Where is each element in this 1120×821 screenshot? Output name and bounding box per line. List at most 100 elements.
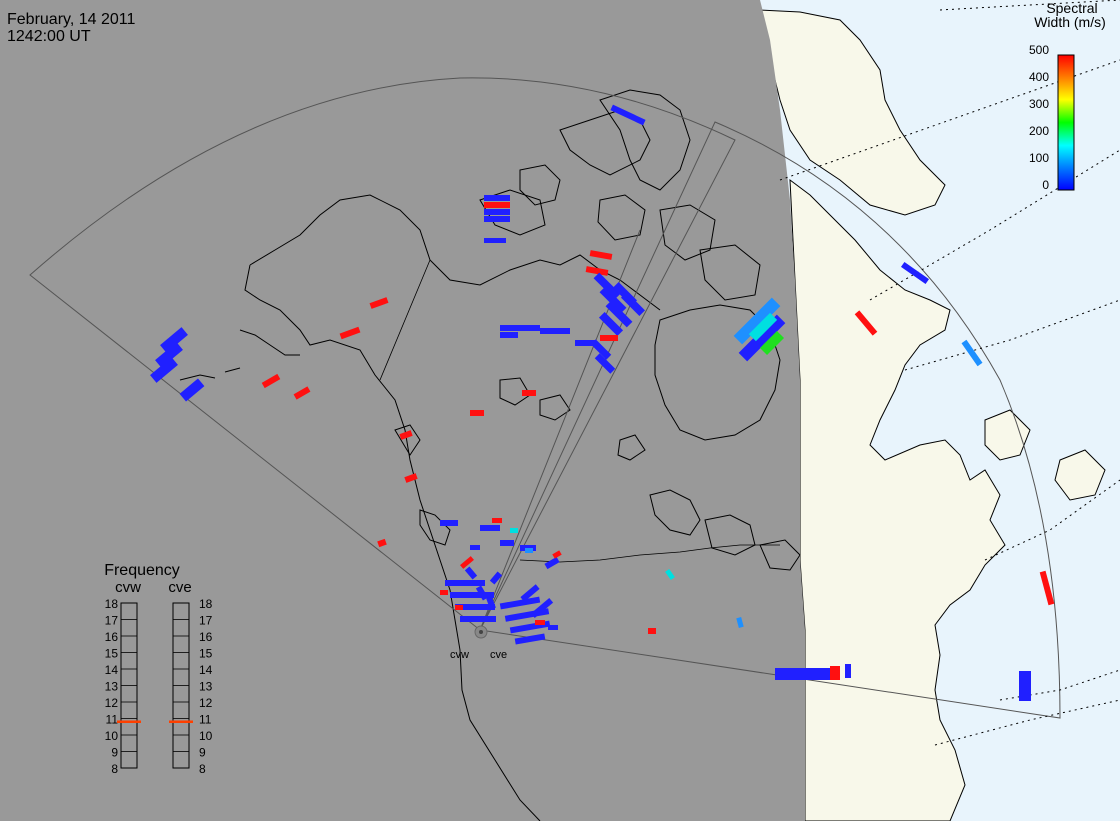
spectral-width-cell [500, 325, 540, 331]
frequency-tick-label: 10 [105, 729, 119, 743]
spectral-width-cell [590, 339, 612, 360]
spectral-width-cell [738, 314, 786, 362]
frequency-tick-label: 9 [111, 746, 118, 760]
spectral-width-cell [775, 668, 835, 680]
colorbar-tick-label: 400 [1029, 70, 1049, 84]
spectral-width-cell [484, 209, 510, 215]
frequency-title: Frequency [104, 562, 180, 579]
spectral-width-cell [589, 250, 613, 260]
coastlines [179, 89, 801, 821]
spectral-width-cell [500, 540, 514, 546]
spectral-width-cell [548, 625, 558, 630]
frequency-tick-label: 13 [199, 680, 213, 694]
spectral-width-cell [620, 291, 646, 317]
spectral-width-cell [522, 390, 536, 396]
frequency-tick-label: 17 [199, 614, 213, 628]
frequency-label-cvw: cvw [115, 579, 141, 596]
spectral-width-cell [520, 584, 540, 602]
frequency-tick-label: 15 [105, 647, 119, 661]
spectral-width-cell [470, 410, 484, 416]
spectral-width-cell [470, 545, 480, 550]
spectral-width-cell [961, 339, 983, 367]
fov-cvw [29, 77, 736, 631]
spectral-width-cell [440, 520, 458, 526]
spectral-width-cell [455, 605, 463, 610]
spectral-width-cell [150, 357, 178, 383]
spectral-width-cell [489, 571, 503, 585]
fov-cve [479, 121, 1061, 719]
spectral-width-cell [339, 326, 361, 340]
frequency-tick-label: 14 [105, 663, 119, 677]
spectral-width-cell [594, 353, 616, 374]
grid-lines [779, 0, 1120, 746]
spectral-width-cell [484, 195, 510, 201]
spectral-width-cell [445, 580, 485, 586]
spectral-width-cell [510, 528, 518, 533]
frequency-tick-label: 12 [199, 696, 213, 710]
spectral-width-cell [475, 585, 489, 601]
spectral-width-cell [460, 556, 474, 569]
frequency-tick-label: 10 [199, 729, 213, 743]
spectral-width-cell [830, 666, 840, 680]
colorbar-tick-label: 500 [1029, 43, 1049, 57]
spectral-width-cell [369, 297, 389, 309]
spectral-width-cell [525, 548, 533, 553]
night-region [0, 0, 805, 821]
spectral-width-cell [293, 386, 311, 400]
spectral-width-cell [599, 286, 627, 314]
frequency-tick-label: 15 [199, 647, 213, 661]
spectral-width-cell [598, 311, 624, 337]
spectral-width-cell [665, 568, 675, 581]
spectral-width-cells [150, 104, 1055, 701]
spectral-width-cell [535, 620, 545, 625]
spectral-width-cell [160, 327, 188, 353]
colorbar-title-line1: Spectral [1046, 0, 1097, 16]
spectral-width-cell [261, 373, 281, 389]
colorbar-tick-label: 0 [1042, 178, 1049, 192]
spectral-width-cell [845, 664, 851, 678]
frequency-bars: 18 17 16 15 14 13 12 11 10 9 8 18 17 16 15 14 13 12 11 10 9 8 [105, 597, 213, 776]
spectral-width-cell [404, 473, 418, 483]
spectral-width-cell [593, 272, 621, 300]
spectral-width-cell [486, 596, 496, 610]
spectral-width-cell [460, 616, 496, 622]
spectral-width-cell [854, 310, 878, 336]
radar-site-center [479, 630, 483, 634]
frequency-tick-label: 8 [199, 762, 206, 776]
frequency-tick-label: 17 [105, 614, 119, 628]
spectral-width-cell [455, 604, 495, 610]
frequency-tick-label: 16 [105, 630, 119, 644]
spectral-width-cell [1019, 671, 1031, 701]
spectral-width-cell [499, 596, 541, 610]
spectral-width-cell [748, 312, 778, 342]
spectral-width-cell [648, 628, 656, 634]
spectral-width-cell [585, 266, 609, 276]
frequency-tick-label: 14 [199, 663, 213, 677]
spectral-width-cell [179, 378, 205, 402]
frequency-tick-label: 9 [199, 746, 206, 760]
spectral-width-cell [377, 538, 387, 548]
spectral-width-cell [733, 297, 781, 345]
spectral-width-cell [759, 330, 785, 356]
colorbar-tick-label: 100 [1029, 151, 1049, 165]
frequency-tick-label: 12 [105, 696, 119, 710]
colorbar-gradient [1057, 54, 1075, 191]
boundaries [379, 259, 780, 563]
spectral-width-cell [514, 633, 546, 645]
spectral-width-cell [736, 617, 744, 628]
date-label: February, 14 2011 [7, 11, 135, 28]
frequency-tick-label: 11 [199, 713, 212, 727]
frequency-tick-label: 18 [105, 597, 119, 611]
spectral-width-cell [484, 202, 510, 208]
time-label: 1242:00 UT [7, 28, 91, 45]
spectral-width-cell [464, 566, 478, 580]
frequency-panel: Frequency cvw cve 1817161514131211109818… [104, 562, 212, 776]
colorbar-tick-label: 300 [1029, 97, 1049, 111]
spectral-width-cell [530, 597, 554, 619]
spectral-width-cell [1039, 570, 1055, 606]
spectral-width-cell [552, 550, 562, 559]
spectral-width-cell [500, 332, 518, 338]
spectral-width-cell [450, 592, 494, 598]
